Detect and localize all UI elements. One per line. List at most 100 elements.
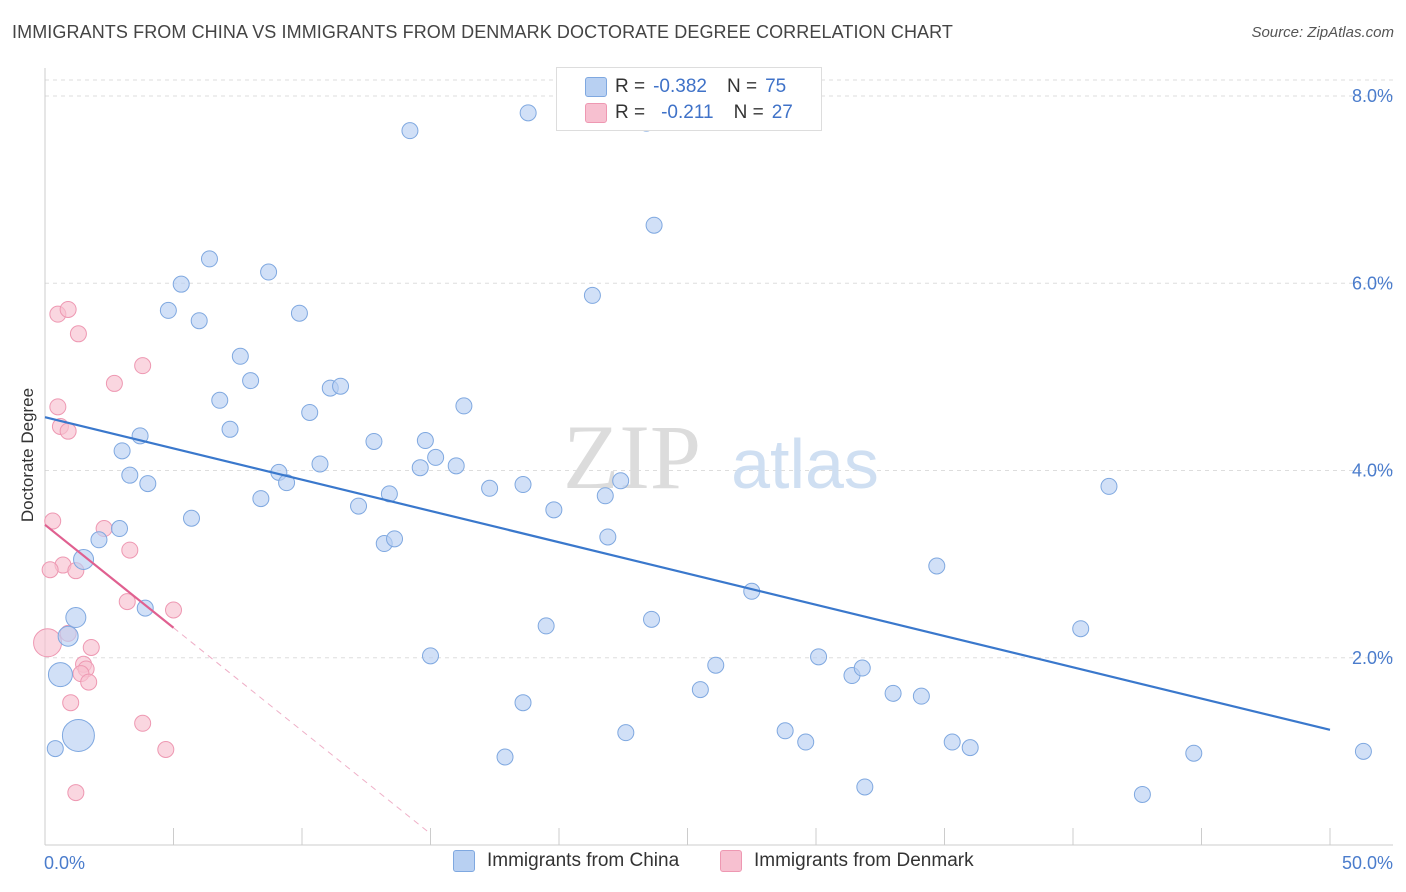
china-point-77 <box>1133 785 1151 803</box>
denmark-point-12 <box>41 561 59 579</box>
china-point-75 <box>1354 742 1372 760</box>
china-r-value: -0.382 <box>653 76 707 97</box>
legend-item-china: Immigrants from China <box>453 850 679 872</box>
denmark-point-5 <box>49 398 67 416</box>
china-point-31 <box>447 457 465 475</box>
x-tick-max: 50.0% <box>1342 853 1393 873</box>
china-point-8 <box>159 301 177 319</box>
china-point-67 <box>776 722 794 740</box>
source-label: Source: ZipAtlas.com <box>1251 24 1394 41</box>
series-legend: Immigrants from China Immigrants from De… <box>0 850 1406 880</box>
china-swatch <box>585 77 607 97</box>
china-point-13 <box>242 372 260 390</box>
denmark-point-17 <box>33 628 63 658</box>
watermark-atlas: atlas <box>731 425 879 503</box>
grid-lines <box>45 79 1393 659</box>
denmark-trend-line <box>44 523 175 629</box>
china-point-11 <box>583 286 601 304</box>
denmark-point-24 <box>134 714 152 732</box>
china-point-39 <box>596 487 614 505</box>
china-point-23 <box>416 432 434 450</box>
china-point-64 <box>912 687 930 705</box>
denmark-point-8 <box>44 512 62 530</box>
legend-china-label: Immigrants from China <box>487 850 680 871</box>
china-point-5 <box>200 250 218 268</box>
trend-lines <box>44 416 1331 835</box>
china-point-41 <box>111 520 129 538</box>
china-point-40 <box>182 509 200 527</box>
denmark-swatch <box>585 103 607 123</box>
china-point-28 <box>278 474 296 492</box>
china-point-42 <box>90 531 108 549</box>
legend-denmark-swatch <box>720 850 742 872</box>
denmark-n-value: 27 <box>771 102 793 123</box>
china-point-53 <box>537 617 555 635</box>
denmark-point-15 <box>165 601 182 619</box>
china-trend-line <box>44 416 1331 731</box>
china-point-33 <box>514 476 532 494</box>
china-point-63 <box>884 684 902 702</box>
china-point-66 <box>617 724 635 742</box>
china-point-19 <box>221 420 239 438</box>
denmark-point-7 <box>59 422 77 440</box>
china-point-35 <box>252 490 270 508</box>
china-point-32 <box>481 479 499 497</box>
denmark-point-3 <box>134 357 152 375</box>
ticks: 2.0% 4.0% 6.0% 8.0% <box>1352 86 1393 668</box>
china-points <box>46 94 1372 803</box>
china-point-6 <box>260 263 278 281</box>
denmark-point-23 <box>62 694 80 712</box>
y-tick-label-3: 8.0% <box>1352 86 1393 106</box>
denmark-point-1 <box>59 300 77 318</box>
china-point-18 <box>455 397 473 415</box>
china-point-44 <box>386 530 404 548</box>
china-point-24 <box>427 448 445 466</box>
watermark: ZIP atlas <box>563 406 879 508</box>
china-point-60 <box>853 659 871 677</box>
china-point-54 <box>643 610 661 628</box>
china-point-10 <box>290 304 308 322</box>
china-point-76 <box>856 778 874 796</box>
china-point-49 <box>73 548 95 570</box>
china-point-69 <box>943 733 961 751</box>
denmark-point-2 <box>69 325 87 343</box>
china-point-65 <box>514 694 532 712</box>
legend-china-swatch <box>453 850 475 872</box>
denmark-point-14 <box>118 593 136 611</box>
china-n-label: N = <box>726 76 758 97</box>
china-point-62 <box>691 681 709 699</box>
china-r-label: R = <box>615 76 646 97</box>
china-point-51 <box>65 606 87 628</box>
x-tick-min: 0.0% <box>44 853 85 873</box>
china-point-52 <box>57 625 79 647</box>
legend-denmark-label: Immigrants from Denmark <box>754 850 974 871</box>
stats-legend: R = -0.382 N = 75 R = -0.211 N = 27 <box>556 67 822 131</box>
denmark-point-4 <box>105 374 123 392</box>
denmark-point-22 <box>80 673 98 691</box>
denmark-point-25 <box>157 741 175 759</box>
y-tick-label-2: 6.0% <box>1352 273 1393 293</box>
china-point-58 <box>707 656 725 674</box>
watermark-zip: ZIP <box>563 406 701 508</box>
y-tick-label-0: 2.0% <box>1352 648 1393 668</box>
denmark-r-value: -0.211 <box>661 102 714 123</box>
china-point-0 <box>401 122 419 140</box>
denmark-r-label: R = <box>615 102 646 123</box>
china-point-12 <box>231 347 249 365</box>
china-point-4 <box>645 216 663 234</box>
china-point-21 <box>113 442 131 460</box>
china-point-7 <box>172 275 190 293</box>
china-point-26 <box>139 475 157 493</box>
china-point-70 <box>961 739 979 757</box>
china-point-38 <box>545 501 563 519</box>
china-point-45 <box>599 528 617 546</box>
denmark-point-18 <box>82 638 100 656</box>
china-point-71 <box>61 718 95 752</box>
china-point-30 <box>411 459 429 477</box>
denmark-point-10 <box>121 541 139 559</box>
china-point-50 <box>136 599 154 617</box>
china-point-25 <box>121 466 139 484</box>
denmark-point-26 <box>67 784 85 802</box>
china-point-74 <box>1185 744 1203 762</box>
